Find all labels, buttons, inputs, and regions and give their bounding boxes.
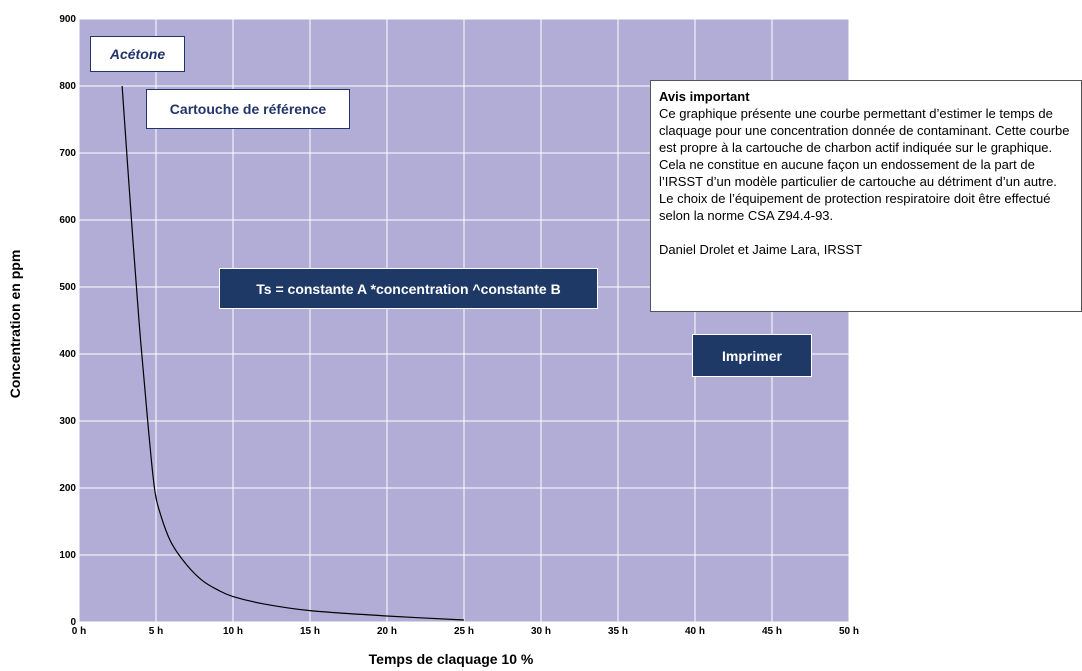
print-button-label: Imprimer <box>722 347 782 364</box>
notice-body: Ce graphique présente une courbe permett… <box>659 106 1070 223</box>
x-tick-label: 15 h <box>300 626 320 637</box>
substance-label: Acétone <box>109 46 166 62</box>
y-tick-label: 100 <box>59 550 76 561</box>
x-tick-label: 35 h <box>608 626 628 637</box>
formula-label: Ts = constante A *concentration ^constan… <box>256 280 561 297</box>
x-tick-label: 30 h <box>531 626 551 637</box>
notice-signature: Daniel Drolet et Jaime Lara, IRSST <box>659 242 863 257</box>
cartridge-label: Cartouche de référence <box>169 101 327 117</box>
y-tick-label: 200 <box>59 483 76 494</box>
formula-box: Ts = constante A *concentration ^constan… <box>219 268 598 309</box>
y-tick-label: 300 <box>59 416 76 427</box>
x-tick-label: 10 h <box>223 626 243 637</box>
cartridge-label-box: Cartouche de référence <box>146 89 350 129</box>
important-notice-box: Avis important Ce graphique présente une… <box>650 80 1082 312</box>
y-tick-label: 800 <box>59 81 76 92</box>
x-tick-label: 20 h <box>377 626 397 637</box>
y-tick-label: 500 <box>59 282 76 293</box>
y-tick-label: 900 <box>59 14 76 25</box>
y-tick-label: 700 <box>59 148 76 159</box>
series-layer <box>121 85 465 621</box>
y-axis-ticks: 0 100 200 300 400 500 600 700 800 900 <box>59 14 76 628</box>
x-tick-label: 0 h <box>72 626 86 637</box>
x-axis-ticks: 0 h 5 h 10 h 15 h 20 h 25 h 30 h 35 h 40 h 45 h 50… <box>72 626 859 637</box>
x-tick-label: 25 h <box>454 626 474 637</box>
y-axis-title: Concentration en ppm <box>7 250 23 399</box>
y-tick-label: 400 <box>59 349 76 360</box>
series-line-0 <box>121 85 465 621</box>
y-tick-label: 600 <box>59 215 76 226</box>
x-tick-label: 40 h <box>685 626 705 637</box>
print-button[interactable]: Imprimer <box>692 334 812 377</box>
notice-title: Avis important <box>659 89 750 104</box>
y-tick-label: 0 <box>70 617 76 628</box>
x-tick-label: 50 h <box>839 626 859 637</box>
substance-label-box: Acétone <box>90 36 185 72</box>
x-axis-title: Temps de claquage 10 % <box>369 651 534 667</box>
x-tick-label: 45 h <box>762 626 782 637</box>
x-tick-label: 5 h <box>149 626 163 637</box>
